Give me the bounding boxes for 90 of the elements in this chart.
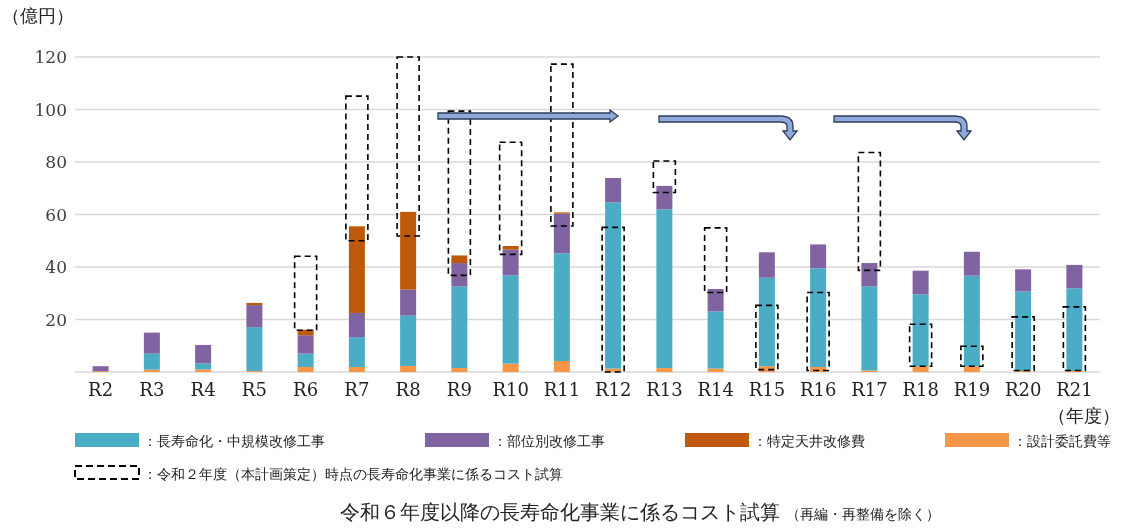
- bar: [502, 275, 519, 364]
- bar: [143, 353, 160, 370]
- bar: [348, 312, 365, 338]
- y-tick-label: 60: [45, 204, 67, 225]
- bar: [502, 363, 519, 372]
- bar: [707, 311, 724, 369]
- bar: [348, 337, 365, 368]
- bar: [246, 305, 263, 328]
- x-tick-label: R20: [1004, 379, 1042, 400]
- bar: [195, 363, 212, 370]
- bar: [451, 368, 468, 372]
- x-tick-label: R5: [241, 379, 267, 400]
- x-tick-label: R7: [344, 379, 370, 400]
- bar: [758, 277, 775, 367]
- x-tick-label: R11: [543, 379, 581, 400]
- text: （再編・再整備を除く）: [786, 506, 940, 522]
- x-tick-label: R16: [799, 379, 837, 400]
- x-tick-label: R10: [492, 379, 529, 400]
- bar: [400, 289, 417, 316]
- bar: [1066, 264, 1083, 289]
- bar: [502, 246, 519, 250]
- x-tick-label: R4: [190, 379, 216, 400]
- bar: [656, 209, 673, 369]
- y-axis-title: （億円）: [2, 5, 74, 26]
- bar: [963, 275, 980, 367]
- x-tick-label: R12: [594, 379, 632, 400]
- bar: [246, 327, 263, 371]
- bar: [810, 268, 827, 368]
- x-tick-label: R3: [139, 379, 165, 400]
- y-tick-label: 20: [45, 309, 67, 330]
- x-tick-label: R9: [446, 379, 472, 400]
- bar: [195, 369, 212, 372]
- legend-label: ：部位別改修工事: [493, 433, 605, 449]
- bar: [143, 332, 160, 354]
- bar: [656, 185, 673, 210]
- bar: [92, 366, 109, 372]
- bar: [553, 360, 570, 372]
- bar: [297, 335, 314, 354]
- bar: [451, 263, 468, 287]
- bar: [605, 202, 622, 369]
- x-tick-label: R13: [646, 379, 683, 400]
- bar: [912, 294, 929, 367]
- legend-label: ：設計委託費等: [1013, 433, 1111, 449]
- x-tick-label: R21: [1056, 379, 1093, 400]
- bar: [400, 365, 417, 372]
- x-tick-label: R2: [88, 379, 114, 400]
- bar: [553, 253, 570, 361]
- bar: [861, 286, 878, 371]
- bar: [912, 270, 929, 295]
- bar: [451, 255, 468, 264]
- x-tick-label: R8: [395, 379, 421, 400]
- y-tick-label: 80: [45, 152, 67, 172]
- bar: [400, 211, 417, 290]
- bar: [348, 226, 365, 313]
- bar: [605, 178, 622, 203]
- bar: [502, 249, 519, 276]
- bar: [195, 344, 212, 364]
- x-tick-label: R14: [697, 379, 734, 400]
- x-tick-label: R17: [851, 379, 888, 400]
- y-tick-label: 100: [34, 99, 67, 120]
- bar: [553, 213, 570, 254]
- bar: [1015, 291, 1032, 371]
- legend-label: ：令和２年度（本計画策定）時点の長寿命化事業に係るコスト試算: [143, 466, 563, 482]
- y-tick-label: 40: [45, 257, 67, 277]
- bar: [348, 367, 365, 372]
- bar: [297, 367, 314, 372]
- x-tick-label: R15: [748, 379, 786, 400]
- bar: [810, 244, 827, 269]
- bar: [297, 353, 314, 368]
- bar: [912, 366, 929, 372]
- bar: [1015, 269, 1032, 292]
- y-tick-label: 120: [34, 47, 67, 67]
- bar: [861, 263, 878, 287]
- bar: [963, 366, 980, 372]
- bar: [758, 252, 775, 278]
- legend-label: ：長寿命化・中規模改修工事: [143, 433, 325, 449]
- legend-label: ：特定天井改修費: [753, 433, 865, 449]
- bar: [1066, 288, 1083, 371]
- bar: [400, 315, 417, 366]
- legend: ：令和２年度（本計画策定）時点の長寿命化事業に係るコスト試算: [74, 465, 563, 482]
- text: 令和６年度以降の長寿命化事業に係るコスト試算: [340, 500, 780, 524]
- x-tick-label: R19: [953, 379, 991, 400]
- x-tick-label: R18: [902, 379, 939, 400]
- x-tick-label: R6: [293, 379, 319, 400]
- bar: [451, 286, 468, 369]
- bar: [707, 289, 724, 312]
- bar: [656, 368, 673, 372]
- bar: [246, 302, 263, 306]
- bar: [963, 251, 980, 276]
- x-axis-title: （年度）: [1048, 405, 1121, 426]
